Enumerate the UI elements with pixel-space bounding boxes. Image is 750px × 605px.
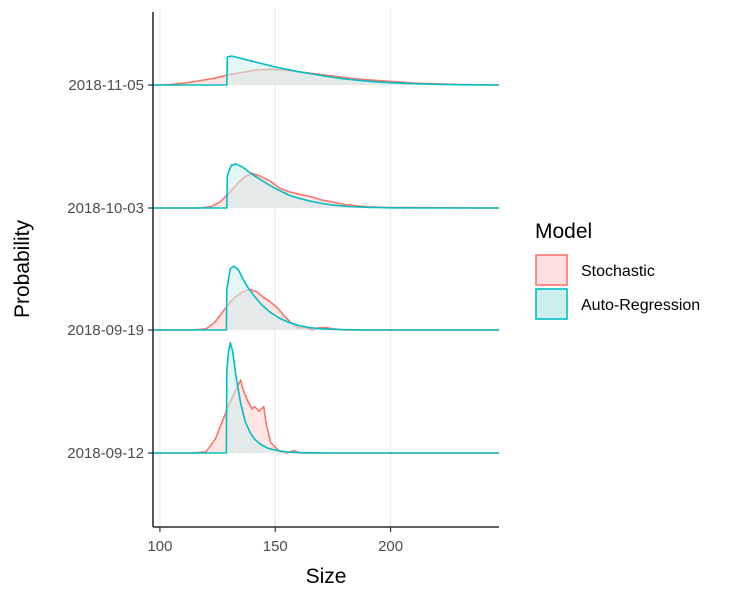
legend-label-stochastic: Stochastic: [581, 263, 655, 280]
y-ticks: 2018-09-12 2018-09-19 2018-10-03 2018-11-05: [67, 77, 153, 462]
density-line-auto-regression-2018-11-05: [153, 55, 500, 86]
density-line-stochastic-2018-09-19: [153, 288, 499, 331]
y-tick-label-2018-11-05: 2018-11-05: [68, 77, 144, 94]
density-line-stochastic-2018-10-03: [153, 172, 500, 209]
legend-items: Stochastic Auto-Regression: [535, 254, 700, 320]
legend-key-auto-regression: [535, 288, 568, 320]
y-axis-title: Probability: [11, 219, 34, 318]
y-tick-label-2018-10-03: 2018-10-03: [67, 200, 144, 217]
density-line-auto-regression-2018-09-19: [153, 265, 499, 331]
x-ticks: 100 150 200: [147, 527, 403, 555]
plot-background: [153, 8, 499, 527]
density-area-auto-regression-2018-09-12: [153, 342, 499, 453]
density-area-auto-regression-2018-11-05: [153, 56, 499, 85]
density-area-auto-regression-2018-09-19: [153, 266, 499, 330]
density-layer: [152, 55, 500, 454]
y-tick-label-2018-09-19: 2018-09-19: [67, 322, 144, 339]
x-tick-label-200: 200: [378, 538, 403, 555]
density-area-auto-regression-2018-10-03: [153, 163, 499, 208]
legend-key-stochastic: [535, 254, 568, 286]
legend: Model Stochastic Auto-Regression: [535, 220, 700, 320]
y-tick-label-2018-09-12: 2018-09-12: [67, 445, 144, 462]
x-tick-label-100: 100: [147, 538, 172, 555]
x-tick-label-150: 150: [263, 538, 288, 555]
density-line-auto-regression-2018-10-03: [153, 163, 499, 209]
density-line-auto-regression-2018-09-12: [153, 342, 499, 454]
legend-label-auto-regression: Auto-Regression: [581, 297, 700, 314]
x-axis-title: Size: [306, 565, 347, 588]
legend-title: Model: [535, 220, 592, 243]
